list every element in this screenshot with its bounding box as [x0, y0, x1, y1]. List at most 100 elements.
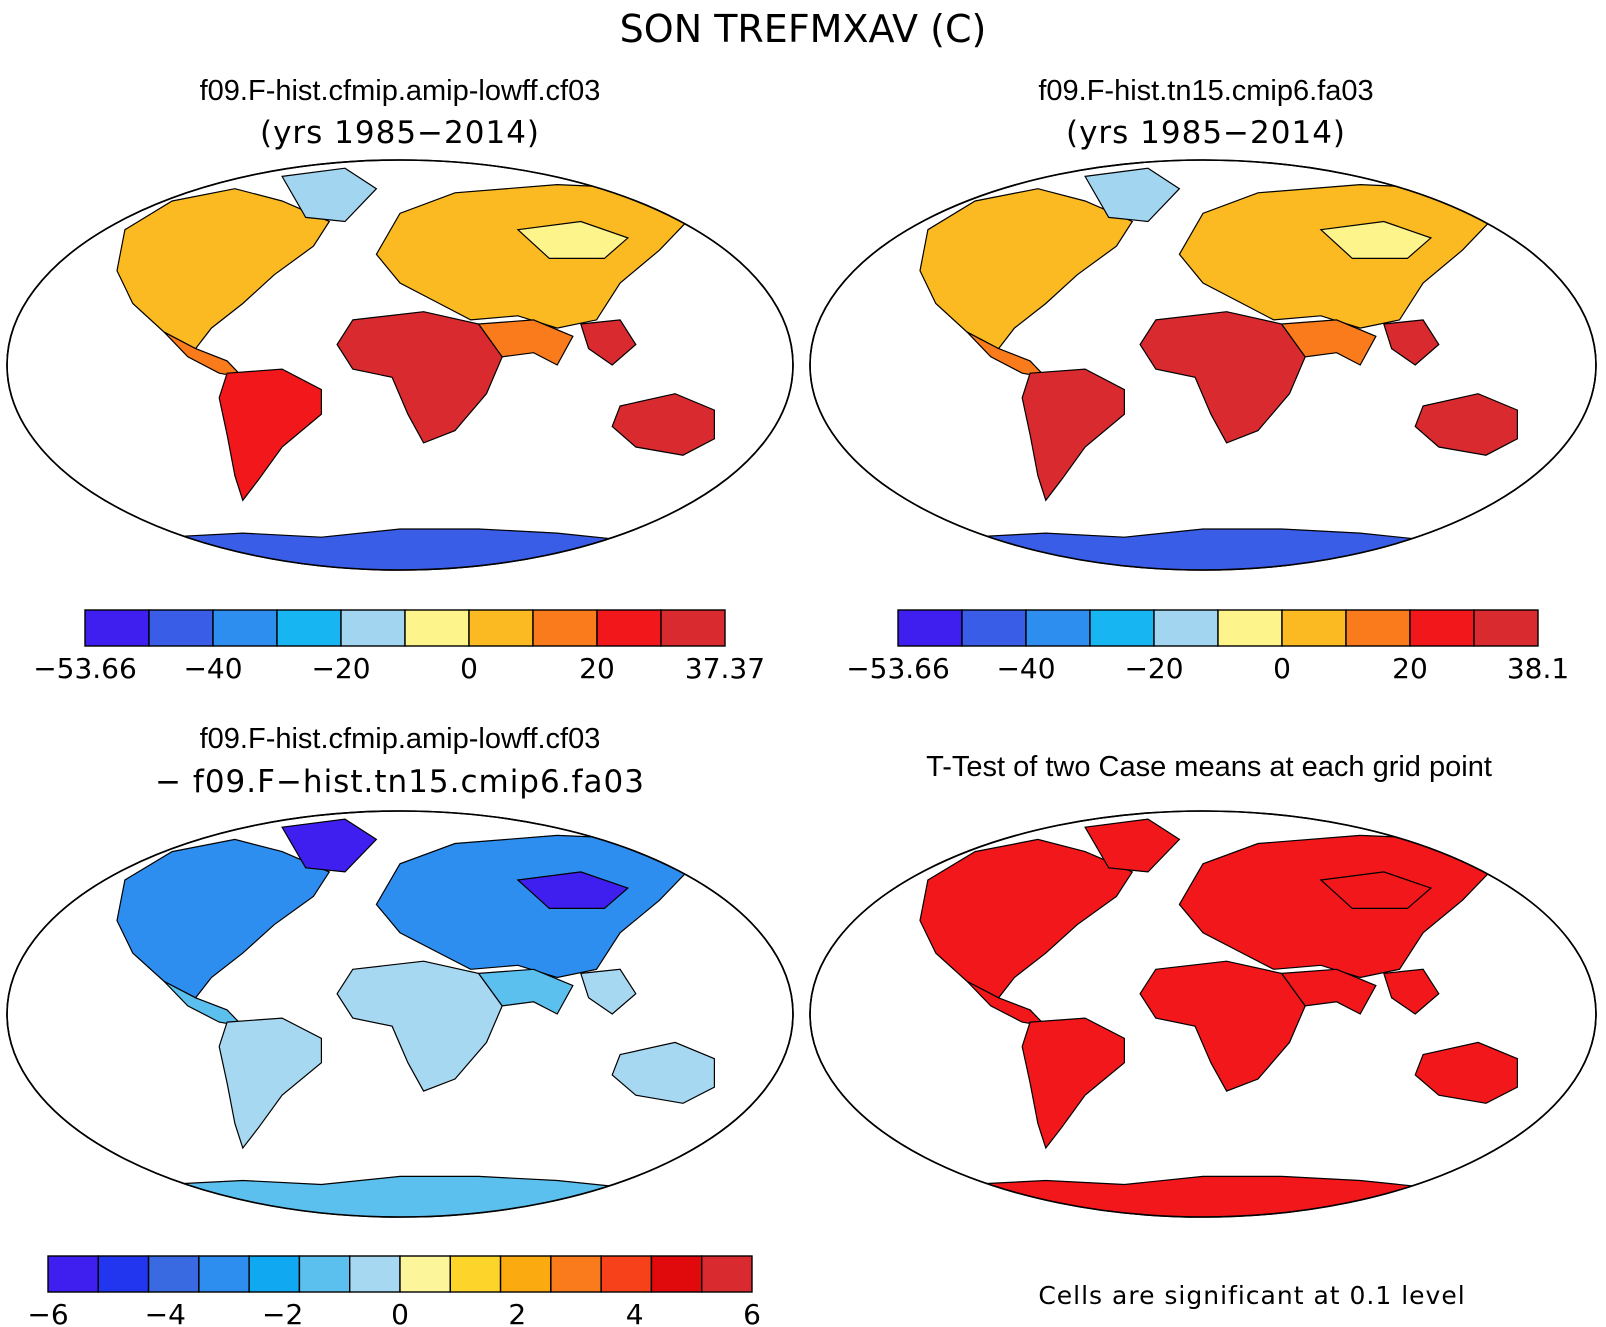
colorbar-tick-label: 6 [743, 1298, 761, 1327]
arabia-india-region [1280, 968, 1377, 1015]
north-america-region [116, 838, 331, 999]
colorbar-tick-label: −2 [262, 1298, 303, 1327]
colorbar-tick-label: 0 [1273, 652, 1291, 685]
arabia-india-region [477, 319, 574, 366]
colorbar-tick-label: −6 [27, 1298, 68, 1327]
siberia-region [1319, 220, 1433, 259]
south-america-region [218, 1017, 322, 1150]
colorbar-swatch [660, 609, 726, 647]
eurasia-region [375, 834, 692, 979]
panel-subtitle: − f09.F−hist.tn15.cmip6.fa03 [155, 764, 645, 800]
colorbar-tick-label: 0 [391, 1298, 409, 1327]
australia-region [611, 393, 715, 456]
colorbar-tick-label: −20 [311, 652, 370, 685]
colorbar-swatch [1089, 609, 1155, 647]
south-america-region [218, 368, 322, 502]
colorbar-tick-label: −40 [996, 652, 1055, 685]
colorbar-swatch [47, 1255, 99, 1293]
colorbar-swatch [1217, 609, 1283, 647]
panel-subtitle: (yrs 1985−2014) [260, 115, 540, 151]
colorbar-swatch [148, 609, 214, 647]
colorbar-swatch [147, 1255, 200, 1293]
panel-title: f09.F-hist.cfmip.amip-lowff.cf03 [200, 75, 601, 107]
australia-region [611, 1041, 715, 1104]
colorbar-tick-label: 2 [508, 1298, 526, 1327]
colorbar-swatch [404, 609, 470, 647]
colorbar-swatch [596, 609, 662, 647]
colorbar-swatch [1153, 609, 1219, 647]
north-america-region [919, 838, 1134, 999]
eurasia-region [1178, 834, 1495, 979]
africa-region [336, 960, 503, 1092]
southeast-asia-region [1383, 319, 1440, 366]
panel-ttest: T-Test of two Case means at each grid po… [809, 751, 1597, 1310]
world-map [6, 159, 794, 571]
greenland-region [1084, 167, 1181, 223]
colorbar-swatch [550, 1255, 602, 1293]
panel-title: T-Test of two Case means at each grid po… [926, 751, 1492, 783]
africa-region [1139, 960, 1306, 1092]
greenland-region [281, 818, 378, 873]
colorbar-swatch [97, 1255, 150, 1293]
map-outline [6, 810, 794, 1218]
arabia-india-region [1280, 319, 1377, 366]
eurasia-region [375, 183, 692, 329]
colorbar-swatch [276, 609, 342, 647]
colorbar: −53.66 −40 −20 0 20 37.37 [33, 609, 765, 685]
australia-region [1414, 393, 1518, 456]
panel-model-fa03: f09.F-hist.tn15.cmip6.fa03 (yrs 1985−201… [809, 75, 1597, 685]
world-map [809, 159, 1597, 571]
colorbar: −53.66 −40 −20 0 20 38.1 [846, 609, 1569, 685]
colorbar-swatch [1409, 609, 1475, 647]
colorbar-swatch [1345, 609, 1411, 647]
colorbar-swatch [212, 609, 278, 647]
colorbar-swatch [1473, 609, 1539, 647]
world-map [6, 810, 794, 1218]
colorbar-tick-label: 37.37 [685, 652, 765, 685]
panel-difference: f09.F-hist.cfmip.amip-lowff.cf03 − f09.F… [6, 723, 794, 1327]
map-outline [809, 159, 1597, 571]
arabia-india-region [477, 968, 574, 1015]
significance-note: Cells are significant at 0.1 level [1038, 1281, 1465, 1310]
colorbar-tick-label: −53.66 [846, 652, 950, 685]
panel-title: f09.F-hist.cfmip.amip-lowff.cf03 [200, 723, 601, 755]
colorbar-swatch [468, 609, 534, 647]
southeast-asia-region [580, 319, 637, 366]
colorbar-tick-label: −40 [183, 652, 242, 685]
colorbar-swatch [897, 609, 963, 647]
southeast-asia-region [580, 968, 637, 1015]
africa-region [1139, 311, 1306, 444]
colorbar-swatch [1025, 609, 1091, 647]
colorbar-swatch [1281, 609, 1347, 647]
colorbar-swatch [650, 1255, 703, 1293]
colorbar-tick-label: 4 [626, 1298, 644, 1327]
colorbar-swatch [532, 609, 598, 647]
colorbar-swatch [340, 609, 406, 647]
south-america-region [1021, 368, 1125, 502]
colorbar-swatch [84, 609, 150, 647]
australia-region [1414, 1041, 1518, 1104]
siberia-region [1319, 871, 1433, 909]
map-outline [809, 810, 1597, 1218]
figure-title: SON TREFMXAV (C) [620, 7, 987, 51]
colorbar-swatch [248, 1255, 301, 1293]
colorbar-swatch [449, 1255, 502, 1293]
colorbar-swatch [349, 1255, 401, 1293]
greenland-region [281, 167, 378, 223]
panel-title: f09.F-hist.tn15.cmip6.fa03 [1038, 75, 1373, 107]
colorbar-swatch [198, 1255, 250, 1293]
greenland-region [1084, 818, 1181, 873]
colorbar-tick-label: 38.1 [1507, 652, 1569, 685]
colorbar-swatch [600, 1255, 653, 1293]
world-map [809, 810, 1597, 1218]
colorbar-tick-label: 20 [579, 652, 615, 685]
colorbar-swatch [499, 1255, 552, 1293]
north-america-region [919, 188, 1134, 350]
colorbar-swatch [399, 1255, 451, 1293]
colorbar-tick-label: 0 [460, 652, 478, 685]
panel-model-cf03: f09.F-hist.cfmip.amip-lowff.cf03 (yrs 19… [6, 75, 794, 685]
colorbar-swatch [298, 1255, 351, 1293]
map-outline [6, 159, 794, 571]
colorbar-tick-label: −53.66 [33, 652, 137, 685]
